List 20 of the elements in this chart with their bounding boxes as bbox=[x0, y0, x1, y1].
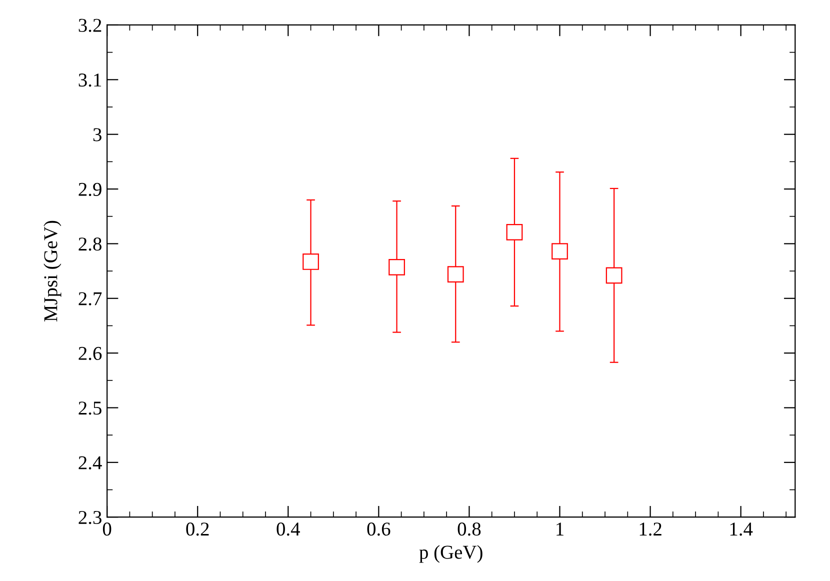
x-tick-label: 1.2 bbox=[640, 522, 662, 536]
y-tick-label: 2.8 bbox=[78, 238, 102, 251]
y-tick-label: 3 bbox=[93, 128, 102, 142]
y-tick-label: 2.9 bbox=[78, 182, 102, 196]
y-tick-label: 2.6 bbox=[78, 346, 102, 360]
x-tick-label: 0.2 bbox=[186, 522, 209, 536]
y-tick-label: 2.4 bbox=[78, 456, 102, 470]
x-tick-label: 0.8 bbox=[458, 522, 481, 536]
x-tick-label: 0 bbox=[102, 522, 112, 536]
y-tick-label: 2.7 bbox=[78, 292, 102, 306]
y-tick-label: 2.3 bbox=[78, 510, 102, 524]
y-tick-label: 3.1 bbox=[78, 74, 102, 87]
x-axis-title: p (GeV) bbox=[419, 545, 482, 563]
y-axis-title: MJpsi (GeV) bbox=[44, 220, 62, 322]
x-tick-label: 1.4 bbox=[730, 522, 753, 536]
x-tick-label: 0.6 bbox=[367, 522, 390, 536]
x-tick-label: 0.4 bbox=[276, 522, 300, 536]
y-tick-label: 3.2 bbox=[78, 18, 102, 32]
y-tick-label: 2.5 bbox=[78, 402, 102, 415]
x-tick-label: 1 bbox=[556, 522, 564, 536]
